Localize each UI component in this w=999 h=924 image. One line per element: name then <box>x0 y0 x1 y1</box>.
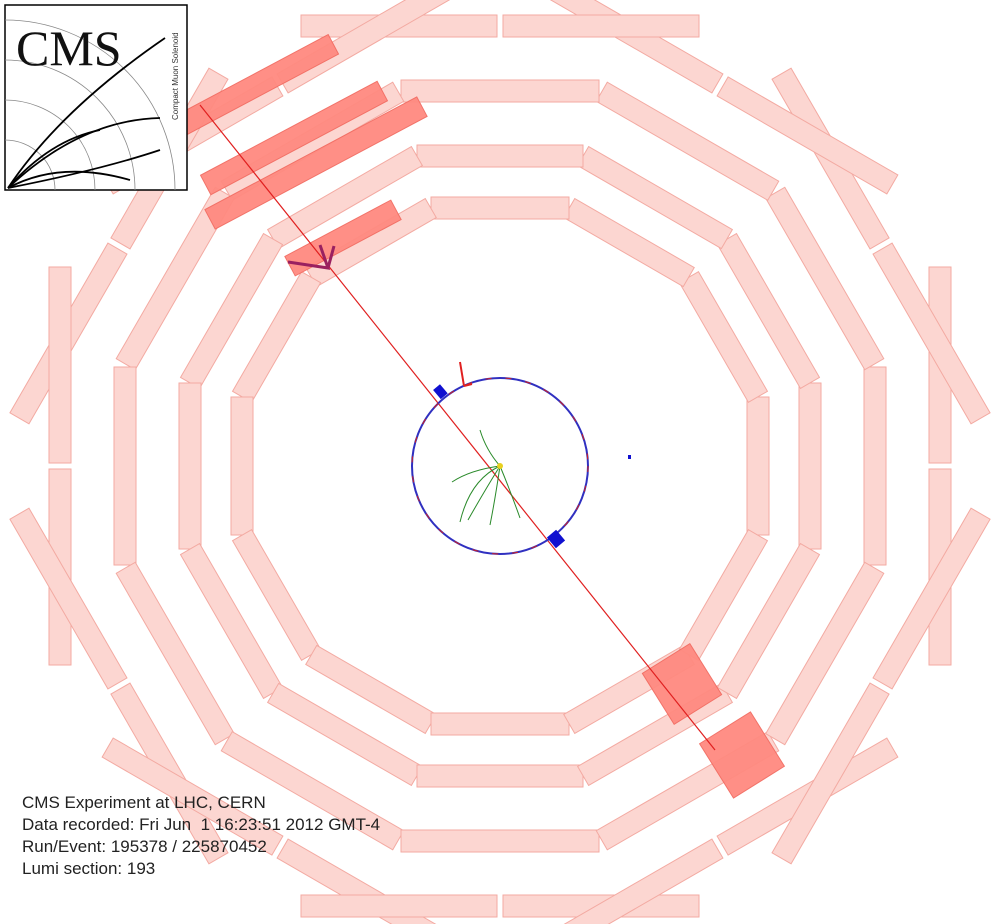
info-line: Run/Event: 195378 / 225870452 <box>22 837 267 856</box>
muon-chambers <box>9 0 991 924</box>
info-line: CMS Experiment at LHC, CERN <box>22 793 266 812</box>
muon-chamber <box>115 186 235 371</box>
muon-chamber <box>771 682 890 865</box>
logo-subtitle: Compact Muon Solenoid <box>171 32 180 120</box>
muon-chamber <box>863 366 887 566</box>
muon-chamber <box>716 76 899 195</box>
muon-chamber <box>400 829 600 853</box>
muon-chamber <box>178 382 202 550</box>
chamber-hit <box>284 199 402 277</box>
vertex <box>497 463 503 469</box>
muon-chamber <box>541 0 724 94</box>
muon-chamber <box>101 737 284 856</box>
chamber-hit <box>698 711 786 799</box>
info-line: Data recorded: Fri Jun 1 16:23:51 2012 G… <box>22 815 380 834</box>
tracker-hits <box>411 377 589 555</box>
highlighted-chambers <box>106 33 786 799</box>
muon-chamber <box>416 764 584 788</box>
muon-chamber <box>595 81 780 201</box>
event-info: CMS Experiment at LHC, CERN Data recorde… <box>22 793 380 878</box>
hit <box>628 455 631 459</box>
muon-chamber <box>276 0 459 94</box>
muon-chamber <box>416 144 584 168</box>
muon-chamber <box>872 507 991 690</box>
muon-chamber <box>798 382 822 550</box>
cms-logo: CMS Compact Muon Solenoid <box>4 4 188 191</box>
muon-chamber <box>430 712 570 736</box>
muon-chamber <box>716 542 821 700</box>
muon-chamber <box>400 79 600 103</box>
muon-chamber <box>9 507 128 690</box>
muon-chamber <box>48 266 72 464</box>
muon-chamber <box>746 396 770 536</box>
chamber-hit <box>199 80 389 196</box>
muon-chamber <box>502 14 700 38</box>
chamber-hit <box>641 643 723 725</box>
logo-title: CMS <box>16 20 122 76</box>
muon-chamber <box>115 561 235 746</box>
muon-chamber <box>230 396 254 536</box>
hit <box>546 529 566 549</box>
segment <box>459 361 473 387</box>
muon-chamber <box>765 561 885 746</box>
hit <box>433 384 448 400</box>
muon-chamber <box>872 242 991 425</box>
muon-chamber <box>430 196 570 220</box>
tracks <box>451 429 521 526</box>
muon-chamber <box>541 838 724 924</box>
segment <box>287 244 336 270</box>
chamber-hit <box>204 96 428 230</box>
muon-chamber <box>765 186 885 371</box>
muon-chamber <box>300 894 498 918</box>
muon-chamber <box>113 366 137 566</box>
muon-track <box>199 104 716 751</box>
muon-chamber <box>220 731 405 851</box>
info-line: Lumi section: 193 <box>22 859 155 878</box>
